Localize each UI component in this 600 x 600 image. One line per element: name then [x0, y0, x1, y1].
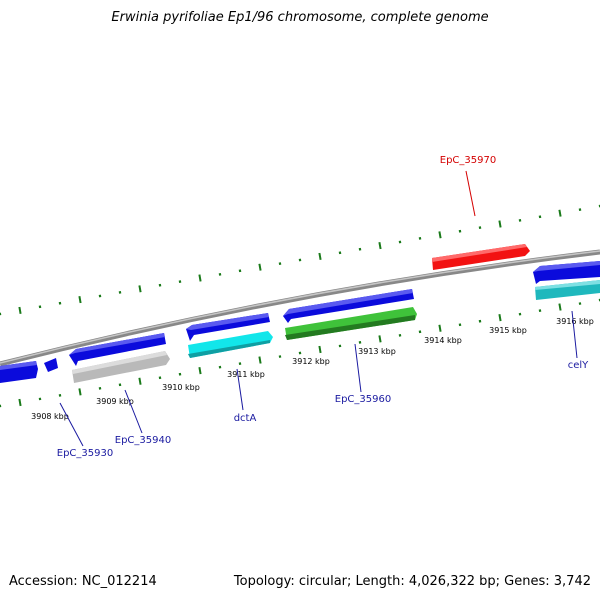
kbp-label-3910: 3910 kbp: [162, 383, 200, 392]
kbp-label-3913: 3913 kbp: [358, 347, 396, 356]
kbp-label-3908: 3908 kbp: [31, 412, 69, 421]
gene-arrow-blue-5[interactable]: [283, 289, 414, 323]
leader-cely: [571, 310, 578, 359]
gene-label-epc-35930[interactable]: EpC_35930: [57, 448, 113, 459]
lower-track-tick: [318, 345, 322, 354]
upper-track-tick: [438, 231, 442, 239]
gene-arrow-gray-epc-35930[interactable]: [72, 351, 170, 383]
gene-arrow-cyan-dcta[interactable]: [188, 331, 273, 358]
leader-epc-35970: [465, 170, 476, 217]
lower-track-tick: [258, 356, 262, 364]
kbp-label-3914: 3914 kbp: [424, 336, 462, 345]
kbp-label-3915: 3915 kbp: [489, 326, 527, 335]
gene-arrow-blue-4[interactable]: [186, 313, 270, 341]
gene-arrow-teal-cely[interactable]: [535, 280, 600, 300]
chromosome-backbone: [0, 249, 600, 367]
gene-label-dcta[interactable]: dctA: [234, 413, 257, 424]
upper-track-tick: [258, 263, 262, 271]
gene-arrow-blue-2[interactable]: [44, 358, 58, 372]
lower-track-tick: [498, 314, 502, 322]
leader-epc-35960: [354, 343, 362, 393]
gene-label-epc-35960[interactable]: EpC_35960: [335, 394, 391, 405]
leader-epc-35940: [124, 389, 143, 434]
genome-stats-text: Topology: circular; Length: 4,026,322 bp…: [233, 574, 591, 589]
gene-label-cely[interactable]: celY: [568, 360, 589, 371]
leader-epc-35930: [59, 402, 84, 447]
kbp-label-3912: 3912 kbp: [292, 357, 330, 366]
lower-track-tick: [18, 398, 22, 407]
lower-track-tick: [138, 377, 142, 385]
minor-tick-track-upper: [0, 204, 600, 316]
leader-lines: [59, 170, 578, 447]
page-title: Erwinia pyrifoliae Ep1/96 chromosome, co…: [111, 10, 489, 25]
minor-tick-track-lower: [0, 298, 600, 408]
kbp-label-3909: 3909 kbp: [96, 397, 134, 406]
gene-arrow-blue-3-epc-35940[interactable]: [69, 333, 166, 366]
gene-arrow-red-epc-35970[interactable]: [432, 244, 530, 270]
upper-track-tick: [78, 296, 82, 304]
accession-text: Accession: NC_012214: [9, 574, 157, 589]
leader-dcta: [236, 368, 244, 411]
lower-track-tick: [438, 324, 442, 332]
kbp-label-3916: 3916 kbp: [556, 317, 594, 326]
upper-track-tick: [498, 220, 502, 228]
gene-label-epc-35940[interactable]: EpC_35940: [115, 435, 171, 446]
lower-track-tick: [378, 335, 382, 343]
upper-track-tick: [558, 209, 562, 217]
upper-track-tick: [318, 252, 322, 260]
lower-track-tick: [78, 388, 82, 396]
upper-track-tick: [138, 285, 142, 293]
gene-label-epc-35970[interactable]: EpC_35970: [440, 155, 496, 166]
lower-track-tick: [558, 303, 562, 311]
gene-arrow-blue-6[interactable]: [533, 261, 600, 284]
upper-track-tick: [378, 242, 382, 250]
gene-arrow-blue-1[interactable]: [0, 361, 38, 383]
gene-arrow-green-epc-35960[interactable]: [285, 307, 417, 340]
upper-track-tick: [198, 274, 202, 282]
lower-track-tick: [198, 367, 202, 375]
kbp-label-3911: 3911 kbp: [227, 370, 265, 379]
upper-track-tick: [18, 306, 22, 314]
